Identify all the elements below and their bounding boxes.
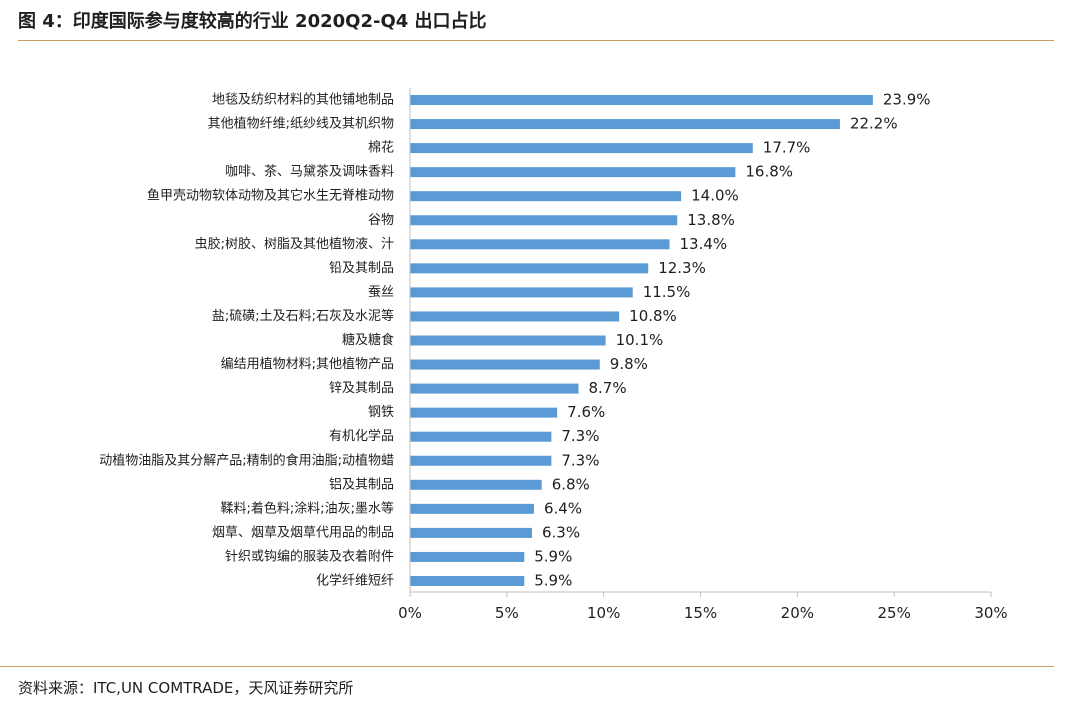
- category-label: 有机化学品: [329, 428, 394, 444]
- category-label: 烟草、烟草及烟草代用品的制品: [212, 524, 394, 540]
- category-label: 鞣料;着色料;涂料;油灰;墨水等: [220, 500, 394, 516]
- bar: [410, 119, 840, 130]
- category-label: 铅及其制品: [329, 261, 394, 276]
- data-label: 22.2%: [850, 115, 898, 133]
- bar: [410, 143, 753, 154]
- category-label: 锌及其制品: [329, 381, 394, 396]
- data-label: 12.3%: [658, 259, 706, 277]
- title-divider: [18, 40, 1054, 41]
- category-label: 地毯及纺织材料的其他铺地制品: [212, 92, 394, 108]
- category-label: 咖啡、茶、马黛茶及调味香料: [225, 164, 394, 180]
- bar: [410, 215, 678, 226]
- category-label: 谷物: [368, 213, 394, 228]
- bar: [410, 311, 620, 322]
- data-label: 6.8%: [552, 475, 590, 493]
- bar: [410, 239, 670, 250]
- data-label: 7.6%: [567, 403, 605, 421]
- data-label: 10.8%: [629, 307, 677, 325]
- category-label: 糖及糖食: [342, 332, 394, 348]
- x-tick-label: 0%: [398, 604, 422, 622]
- data-label: 5.9%: [534, 547, 572, 565]
- x-tick-label: 5%: [495, 604, 519, 622]
- x-tick-label: 20%: [781, 604, 814, 622]
- data-label: 11.5%: [643, 283, 691, 301]
- category-label: 其他植物纤维;纸纱线及其机织物: [208, 117, 394, 132]
- source-divider: [0, 666, 1054, 667]
- x-tick-label: 25%: [877, 604, 910, 622]
- data-label: 23.9%: [883, 91, 931, 109]
- category-label: 动植物油脂及其分解产品;精制的食用油脂;动植物蜡: [99, 452, 394, 468]
- category-label: 蚕丝: [368, 285, 394, 300]
- bar: [410, 407, 558, 418]
- category-label: 针织或钩编的服装及衣着附件: [225, 548, 394, 564]
- data-label: 6.4%: [544, 499, 582, 517]
- data-label: 13.8%: [687, 211, 735, 229]
- data-label: 17.7%: [763, 139, 811, 157]
- x-tick-label: 15%: [684, 604, 717, 622]
- bar: [410, 431, 552, 442]
- bar: [410, 527, 533, 538]
- bar: [410, 383, 579, 394]
- chart-title: 图 4：印度国际参与度较高的行业 2020Q2-Q4 出口占比: [18, 11, 487, 32]
- data-label: 6.3%: [542, 523, 580, 541]
- data-label: 8.7%: [588, 379, 626, 397]
- category-label: 鱼甲壳动物软体动物及其它水生无脊椎动物: [147, 188, 394, 204]
- category-label: 盐;硫磺;土及石料;石灰及水泥等: [212, 308, 394, 324]
- source-note: 资料来源：ITC,UN COMTRADE，天风证券研究所: [18, 679, 354, 697]
- data-label: 7.3%: [561, 427, 599, 445]
- category-label: 虫胶;树胶、树脂及其他植物液、汁: [195, 236, 394, 252]
- data-label: 7.3%: [561, 451, 599, 469]
- bar: [410, 576, 525, 586]
- data-label: 5.9%: [534, 572, 572, 590]
- category-label: 钢铁: [368, 405, 394, 420]
- bar-chart: 地毯及纺织材料的其他铺地制品 23.9% 其他植物纤维;纸纱线及其机织物 22.2% 棉…: [99, 88, 1008, 622]
- bar: [410, 551, 525, 562]
- category-label: 棉花: [368, 140, 394, 156]
- bar: [410, 479, 542, 490]
- bar: [410, 263, 649, 274]
- category-label: 化学纤维短纤: [316, 573, 394, 589]
- data-label: 14.0%: [691, 187, 739, 205]
- x-tick-label: 30%: [974, 604, 1007, 622]
- category-label: 铝及其制品: [329, 477, 394, 492]
- bar: [410, 95, 873, 105]
- bar: [410, 191, 682, 202]
- data-label: 9.8%: [610, 355, 648, 373]
- bar: [410, 359, 600, 370]
- data-label: 10.1%: [616, 331, 664, 349]
- data-label: 13.4%: [680, 235, 728, 253]
- bar: [410, 455, 552, 466]
- bar: [410, 167, 736, 178]
- data-label: 16.8%: [745, 163, 793, 181]
- bar: [410, 287, 633, 298]
- bar: [410, 335, 606, 346]
- category-label: 编结用植物材料;其他植物产品: [221, 357, 394, 372]
- x-tick-label: 10%: [587, 604, 620, 622]
- bar: [410, 503, 534, 514]
